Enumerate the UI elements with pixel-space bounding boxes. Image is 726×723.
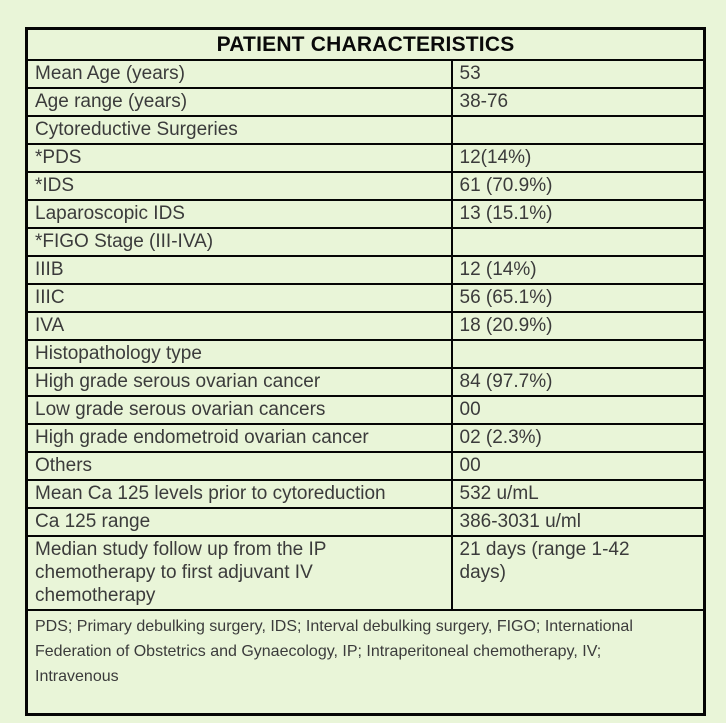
row-value: 56 (65.1%) bbox=[450, 283, 706, 313]
row-label: High grade endometroid ovarian cancer bbox=[25, 423, 453, 453]
row-value: 13 (15.1%) bbox=[450, 199, 706, 229]
row-label: Others bbox=[25, 451, 453, 481]
table-row-section: Histopathology type bbox=[25, 339, 706, 369]
row-value: 84 (97.7%) bbox=[450, 367, 706, 397]
row-label: Cytoreductive Surgeries bbox=[25, 115, 453, 145]
table-row: Others 00 bbox=[25, 451, 706, 481]
row-label: IIIC bbox=[25, 283, 453, 313]
row-value bbox=[450, 115, 706, 145]
row-value: 00 bbox=[450, 395, 706, 425]
row-value: 02 (2.3%) bbox=[450, 423, 706, 453]
row-label-text: Median study follow up from the IP chemo… bbox=[35, 539, 327, 606]
row-value: 00 bbox=[450, 451, 706, 481]
table-footnote-text: PDS; Primary debulking surgery, IDS; Int… bbox=[35, 618, 633, 685]
row-value bbox=[450, 227, 706, 257]
table-row: Laparoscopic IDS 13 (15.1%) bbox=[25, 199, 706, 229]
row-label: Laparoscopic IDS bbox=[25, 199, 453, 229]
table-row: Ca 125 range 386-3031 u/ml bbox=[25, 507, 706, 537]
row-label: Ca 125 range bbox=[25, 507, 453, 537]
row-label: High grade serous ovarian cancer bbox=[25, 367, 453, 397]
table-row: IIIB 12 (14%) bbox=[25, 255, 706, 285]
table-row: Age range (years) 38-76 bbox=[25, 87, 706, 117]
row-value: 61 (70.9%) bbox=[450, 171, 706, 201]
row-label: *IDS bbox=[25, 171, 453, 201]
row-value-text: 21 days (range 1-42 days) bbox=[459, 539, 630, 583]
table-footnote: PDS; Primary debulking surgery, IDS; Int… bbox=[25, 609, 706, 716]
table-row: Low grade serous ovarian cancers 00 bbox=[25, 395, 706, 425]
footnote-row: PDS; Primary debulking surgery, IDS; Int… bbox=[25, 609, 706, 716]
table-row: Mean Age (years) 53 bbox=[25, 59, 706, 89]
row-label: Low grade serous ovarian cancers bbox=[25, 395, 453, 425]
table-row: *PDS 12(14%) bbox=[25, 143, 706, 173]
row-value bbox=[450, 339, 706, 369]
row-value: 12(14%) bbox=[450, 143, 706, 173]
table-title: PATIENT CHARACTERISTICS bbox=[25, 27, 706, 61]
title-row: PATIENT CHARACTERISTICS bbox=[25, 27, 706, 61]
row-label: Age range (years) bbox=[25, 87, 453, 117]
row-value: 12 (14%) bbox=[450, 255, 706, 285]
row-value: 532 u/mL bbox=[450, 479, 706, 509]
table-row-section: Cytoreductive Surgeries bbox=[25, 115, 706, 145]
table-row: Mean Ca 125 levels prior to cytoreductio… bbox=[25, 479, 706, 509]
row-value: 18 (20.9%) bbox=[450, 311, 706, 341]
row-label: IIIB bbox=[25, 255, 453, 285]
table-row: IIIC 56 (65.1%) bbox=[25, 283, 706, 313]
row-label: Median study follow up from the IP chemo… bbox=[25, 535, 453, 611]
row-value: 386-3031 u/ml bbox=[450, 507, 706, 537]
table-row: High grade endometroid ovarian cancer 02… bbox=[25, 423, 706, 453]
row-label: Histopathology type bbox=[25, 339, 453, 369]
row-label: IVA bbox=[25, 311, 453, 341]
table-row: IVA 18 (20.9%) bbox=[25, 311, 706, 341]
row-label: *PDS bbox=[25, 143, 453, 173]
row-value: 21 days (range 1-42 days) bbox=[450, 535, 706, 611]
row-label: *FIGO Stage (III-IVA) bbox=[25, 227, 453, 257]
row-value: 53 bbox=[450, 59, 706, 89]
patient-characteristics-section: PATIENT CHARACTERISTICS Mean Age (years)… bbox=[25, 27, 707, 716]
table-row-section: *FIGO Stage (III-IVA) bbox=[25, 227, 706, 257]
table-row: *IDS 61 (70.9%) bbox=[25, 171, 706, 201]
row-value: 38-76 bbox=[450, 87, 706, 117]
table-row-multiline: Median study follow up from the IP chemo… bbox=[25, 535, 706, 611]
row-label: Mean Age (years) bbox=[25, 59, 453, 89]
table-row: High grade serous ovarian cancer 84 (97.… bbox=[25, 367, 706, 397]
row-label: Mean Ca 125 levels prior to cytoreductio… bbox=[25, 479, 453, 509]
patient-characteristics-table: PATIENT CHARACTERISTICS Mean Age (years)… bbox=[25, 27, 707, 716]
